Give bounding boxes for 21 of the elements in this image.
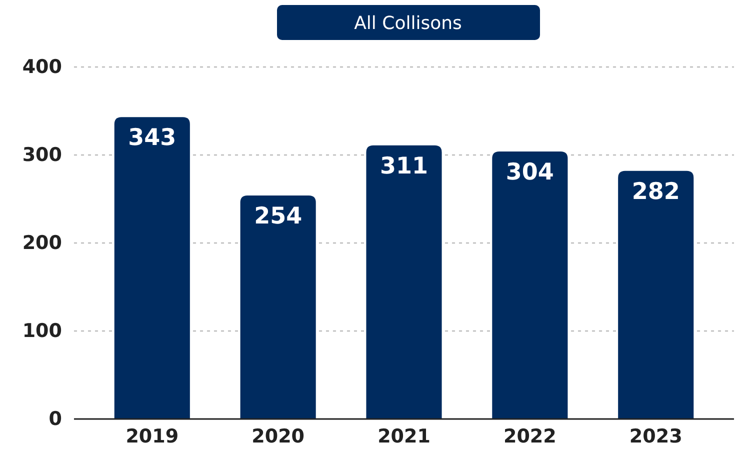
y-tick-label: 0 — [48, 408, 62, 430]
x-tick-label: 2023 — [629, 425, 682, 448]
data-label: 343 — [128, 125, 176, 152]
x-tick-label: 2021 — [378, 425, 430, 448]
x-tick-label: 2020 — [252, 425, 305, 448]
bar — [492, 151, 568, 419]
x-tick-label: 2019 — [126, 425, 179, 448]
y-tick-label: 100 — [22, 320, 62, 342]
bar — [366, 145, 442, 419]
data-label: 282 — [632, 178, 680, 205]
y-tick-label: 200 — [22, 232, 62, 254]
y-tick-label: 400 — [22, 56, 62, 78]
data-label: 311 — [380, 153, 428, 180]
data-label: 304 — [506, 159, 554, 186]
x-tick-label: 2022 — [503, 425, 556, 448]
bar — [240, 195, 316, 419]
chart-title: All Collisons — [354, 13, 462, 34]
bar — [114, 117, 190, 419]
data-label: 254 — [254, 203, 302, 230]
y-tick-label: 300 — [22, 144, 62, 166]
bar — [618, 170, 694, 419]
